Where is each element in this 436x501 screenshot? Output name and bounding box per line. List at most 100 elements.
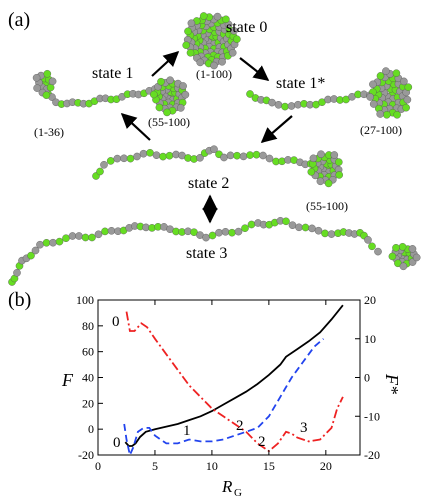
y-right-tick-label: 20 — [364, 293, 376, 307]
range-state2: (55-100) — [306, 199, 348, 213]
bead — [295, 223, 303, 232]
bead — [106, 157, 115, 165]
bead — [155, 103, 164, 112]
arrow-state0-to-state1star — [239, 57, 270, 81]
bead — [233, 35, 241, 44]
bead — [187, 19, 196, 28]
bead — [241, 224, 249, 232]
bead — [314, 226, 323, 235]
panel-a: (a) state 0 state 1 state 1* state 2 sta… — [8, 9, 421, 286]
bead — [182, 41, 190, 50]
bead — [247, 220, 256, 229]
bead — [369, 80, 377, 89]
bead — [94, 230, 103, 239]
annotation-red: 0 — [112, 314, 120, 330]
y-right-tick-label: -10 — [364, 409, 380, 423]
bead — [101, 227, 109, 236]
bead — [176, 104, 185, 112]
bead — [382, 67, 390, 75]
x-tick-label: 20 — [320, 459, 332, 473]
globule-state0 — [182, 12, 241, 70]
arrow-state2-to-state1 — [120, 112, 151, 141]
y-left-tick-label: 60 — [82, 345, 94, 359]
bead — [234, 227, 243, 236]
bead — [42, 91, 51, 99]
polymer-chains — [8, 12, 421, 286]
bead — [268, 98, 276, 107]
annotation-blue: 1 — [183, 423, 191, 439]
state-2-label: state 2 — [188, 175, 229, 192]
chain-state3 — [8, 216, 382, 286]
y-axis-left-label: F — [61, 370, 74, 390]
curve-annotations: 0 0 1 22 3 — [112, 314, 308, 451]
state-1star-label: state 1* — [276, 75, 325, 92]
bead — [146, 148, 154, 157]
arrow-state1-to-state0 — [151, 50, 180, 77]
bead — [404, 83, 413, 91]
annotation-blue: 2 — [236, 418, 244, 434]
bead — [412, 253, 421, 262]
x-tick-label: 10 — [206, 459, 218, 473]
bead — [133, 152, 141, 161]
globule-state3 — [388, 242, 421, 271]
range-state1-a: (1-36) — [34, 125, 64, 139]
bead — [382, 111, 391, 119]
arrow-state1star-to-state2 — [260, 115, 293, 144]
globule-state1-left — [32, 70, 57, 99]
y-left-tick-label: 0 — [88, 422, 94, 436]
y-left-tick-label: 100 — [76, 293, 94, 307]
bead — [220, 153, 228, 162]
bead — [184, 27, 192, 36]
curve-Fstar-red — [125, 311, 344, 453]
panel-a-label: (a) — [8, 9, 30, 31]
bead — [403, 95, 412, 104]
bead — [13, 268, 21, 277]
bead — [31, 246, 40, 255]
bead — [186, 49, 195, 57]
bead — [218, 58, 226, 66]
bead — [226, 151, 235, 160]
bead — [324, 179, 333, 188]
bead — [274, 101, 283, 109]
bead — [301, 223, 310, 232]
bead — [228, 49, 237, 57]
chain-state1star — [246, 90, 380, 111]
bead — [369, 100, 378, 108]
globule-state1star — [366, 67, 413, 119]
bead — [32, 74, 41, 82]
annotation-red: 3 — [300, 420, 308, 436]
bead — [308, 224, 316, 233]
bead — [316, 177, 325, 186]
bead — [307, 168, 316, 176]
bead — [159, 152, 167, 161]
bead — [152, 151, 161, 159]
bead — [208, 231, 217, 240]
bead — [139, 149, 148, 158]
plot-curves — [123, 304, 344, 458]
panel-b-label: (b) — [8, 289, 31, 311]
bead — [376, 110, 385, 118]
state-3-label: state 3 — [186, 245, 227, 262]
bead — [166, 76, 174, 84]
bead — [252, 150, 261, 159]
bead — [33, 84, 41, 92]
bead — [374, 247, 382, 256]
bead — [88, 233, 96, 242]
bead — [202, 233, 210, 242]
bead — [228, 228, 236, 237]
state-1-label: state 1 — [92, 65, 133, 82]
state-0-label: state 0 — [226, 19, 267, 36]
bead — [213, 12, 222, 21]
bead — [288, 221, 297, 229]
x-axis-label: R G — [221, 477, 242, 499]
bead — [49, 238, 57, 247]
bead — [317, 150, 325, 158]
bead — [43, 70, 52, 78]
x-axis-label-main: R — [221, 477, 233, 496]
bead — [392, 243, 400, 252]
y-left-tick-label: 40 — [82, 371, 94, 385]
y-left-tick-label: 20 — [82, 396, 94, 410]
bead — [36, 240, 44, 249]
x-tick-label: 0 — [95, 459, 101, 473]
